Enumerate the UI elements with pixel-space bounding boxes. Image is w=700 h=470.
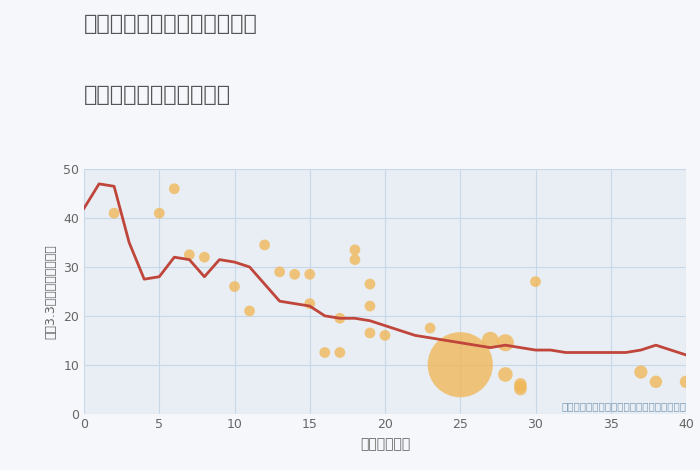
Point — [229, 283, 240, 290]
Point — [680, 378, 692, 385]
Point — [304, 300, 315, 307]
Point — [199, 253, 210, 261]
Point — [349, 256, 360, 263]
Text: 円の大きさは、取引のあった物件面積を示す: 円の大きさは、取引のあった物件面積を示す — [561, 401, 686, 411]
Point — [244, 307, 256, 315]
Point — [259, 241, 270, 249]
Point — [183, 251, 195, 258]
Point — [530, 278, 541, 285]
Point — [319, 349, 330, 356]
Point — [364, 280, 375, 288]
X-axis label: 築年数（年）: 築年数（年） — [360, 437, 410, 451]
Point — [515, 385, 526, 393]
Text: 築年数別中古戸建て価格: 築年数別中古戸建て価格 — [84, 85, 231, 105]
Point — [335, 314, 346, 322]
Point — [335, 349, 346, 356]
Point — [500, 339, 511, 346]
Point — [349, 246, 360, 254]
Point — [636, 368, 647, 376]
Point — [364, 302, 375, 310]
Point — [274, 268, 286, 275]
Y-axis label: 坪（3.3㎡）単価（万円）: 坪（3.3㎡）単価（万円） — [45, 244, 57, 339]
Point — [304, 271, 315, 278]
Point — [515, 381, 526, 388]
Point — [364, 329, 375, 337]
Point — [455, 361, 466, 368]
Point — [500, 371, 511, 378]
Point — [424, 324, 435, 332]
Point — [650, 378, 662, 385]
Point — [289, 271, 300, 278]
Point — [484, 337, 496, 344]
Point — [108, 210, 120, 217]
Point — [515, 383, 526, 391]
Point — [154, 210, 165, 217]
Point — [169, 185, 180, 193]
Point — [379, 332, 391, 339]
Text: 三重県志摩市磯部町栗木広の: 三重県志摩市磯部町栗木広の — [84, 14, 258, 34]
